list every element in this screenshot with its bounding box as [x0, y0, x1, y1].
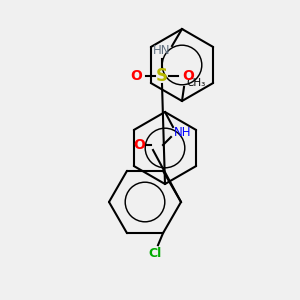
Text: O: O: [182, 69, 194, 83]
Text: HN: HN: [153, 44, 171, 58]
Text: NH: NH: [174, 125, 192, 139]
Text: Cl: Cl: [148, 247, 162, 260]
Text: O: O: [133, 138, 145, 152]
Text: O: O: [130, 69, 142, 83]
Text: CH₃: CH₃: [186, 78, 205, 88]
Text: S: S: [156, 67, 168, 85]
